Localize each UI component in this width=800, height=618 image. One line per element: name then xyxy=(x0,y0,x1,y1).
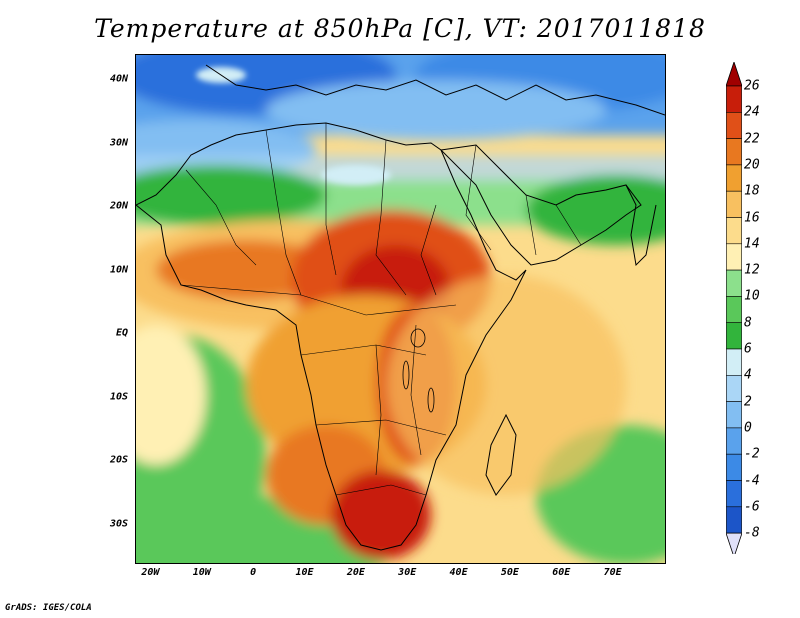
lon-tick-label: 50E xyxy=(500,567,519,578)
colorbar-level-label: 8 xyxy=(744,315,752,331)
lon-tick-label: 60E xyxy=(552,567,571,578)
colorbar-segment xyxy=(726,217,742,245)
colorbar-segment xyxy=(726,506,742,534)
colorbar-segment xyxy=(726,322,742,350)
colorbar-level-label: 20 xyxy=(744,157,760,173)
temperature-map xyxy=(135,54,666,564)
lon-tick-label: 0 xyxy=(250,567,257,578)
colorbar-segment xyxy=(726,453,742,481)
lon-tick-label: 20E xyxy=(346,567,365,578)
colorbar-top-triangle xyxy=(726,62,742,87)
lon-tick-label: 10W xyxy=(192,567,211,578)
colorbar-segment xyxy=(726,269,742,297)
lon-tick-label: 30E xyxy=(398,567,417,578)
colorbar-level-label: 22 xyxy=(744,131,760,147)
colorbar-level-label: 10 xyxy=(744,288,760,304)
temperature-field xyxy=(136,55,665,563)
lat-tick-label: 40N xyxy=(109,73,128,85)
lat-tick-label: 10S xyxy=(109,391,128,403)
colorbar-segment xyxy=(726,480,742,508)
colorbar-segment xyxy=(726,85,742,113)
madagascar-coastline xyxy=(485,413,517,496)
field-southafrica-hot xyxy=(331,470,431,560)
lon-tick-label: 10E xyxy=(295,567,314,578)
colorbar-level-label: 6 xyxy=(744,341,752,357)
colorbar-level-label: -6 xyxy=(744,499,760,515)
colorbar-level-label: -2 xyxy=(744,446,760,462)
colorbar-level-label: 14 xyxy=(744,236,760,252)
lon-tick-label: 70E xyxy=(603,567,622,578)
colorbar-level-label: 24 xyxy=(744,104,760,120)
colorbar-segment xyxy=(726,348,742,376)
colorbar-level-label: 2 xyxy=(744,394,752,410)
colorbar-segment xyxy=(726,243,742,271)
colorbar-level-label: 18 xyxy=(744,183,760,199)
field-med-band xyxy=(266,80,606,140)
colorbar-level-label: 4 xyxy=(744,367,752,383)
lat-tick-label: 30S xyxy=(109,518,128,530)
colorbar-segment xyxy=(726,164,742,192)
lat-tick-label: 20S xyxy=(109,454,128,466)
lat-tick-label: 30N xyxy=(109,137,128,149)
colorbar-level-label: -8 xyxy=(744,525,760,541)
colorbar-segment xyxy=(726,401,742,429)
map-title: Temperature at 850hPa [C], VT: 201701181… xyxy=(94,14,706,43)
colorbar-level-label: 16 xyxy=(744,210,760,225)
coastlines xyxy=(136,64,665,551)
colorbar-segment xyxy=(726,374,742,402)
lat-tick-label: 10N xyxy=(109,264,128,276)
country-borders xyxy=(180,123,582,496)
colorbar-segment xyxy=(726,427,742,455)
colorbar-segment xyxy=(726,190,742,218)
colorbar-bottom-triangle xyxy=(726,532,742,554)
lakes xyxy=(402,328,435,413)
colorbar-segment xyxy=(726,296,742,323)
colorbar-level-label: 12 xyxy=(744,262,760,278)
lat-tick-label: 20N xyxy=(109,200,128,212)
colorbar-level-label: -4 xyxy=(744,473,760,488)
africa-coastline xyxy=(136,122,527,551)
lon-tick-label: 20W xyxy=(141,567,160,578)
colorbar-segment xyxy=(726,111,742,139)
europe-asia-coast xyxy=(205,64,665,116)
arabia-coastline xyxy=(439,144,642,266)
colorbar-level-label: 0 xyxy=(744,420,752,436)
credit-text: GrADS: IGES/COLA xyxy=(5,603,92,613)
colorbar-level-label: 26 xyxy=(744,78,760,94)
lat-tick-label: EQ xyxy=(115,327,128,339)
colorbar xyxy=(726,62,742,554)
lon-tick-label: 40E xyxy=(449,567,468,578)
india-coastline xyxy=(625,184,657,267)
colorbar-segment xyxy=(726,138,742,166)
